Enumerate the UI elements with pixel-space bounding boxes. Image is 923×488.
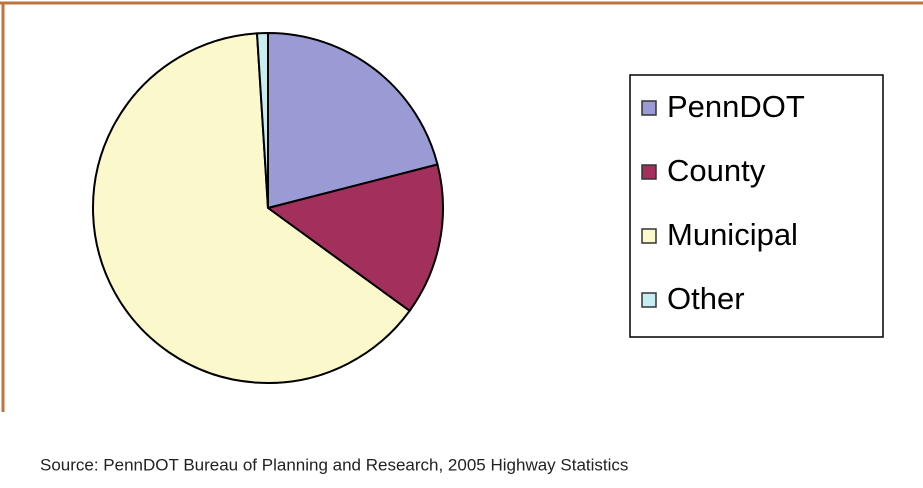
legend-label: County xyxy=(667,153,766,188)
legend-label: PennDOT xyxy=(667,89,805,124)
source-note: Source: PennDOT Bureau of Planning and R… xyxy=(40,455,628,474)
pie-slice xyxy=(92,32,411,384)
pie-slice xyxy=(255,31,269,209)
pie-slice xyxy=(267,31,439,210)
pie-slice xyxy=(265,163,444,313)
legend-label: Municipal xyxy=(667,217,798,252)
legend-swatch xyxy=(641,292,657,308)
legend-swatch xyxy=(641,228,657,244)
legend-label: Other xyxy=(667,281,745,316)
legend-box xyxy=(629,74,884,338)
legend-swatch xyxy=(641,100,657,116)
legend-swatch xyxy=(641,164,657,180)
